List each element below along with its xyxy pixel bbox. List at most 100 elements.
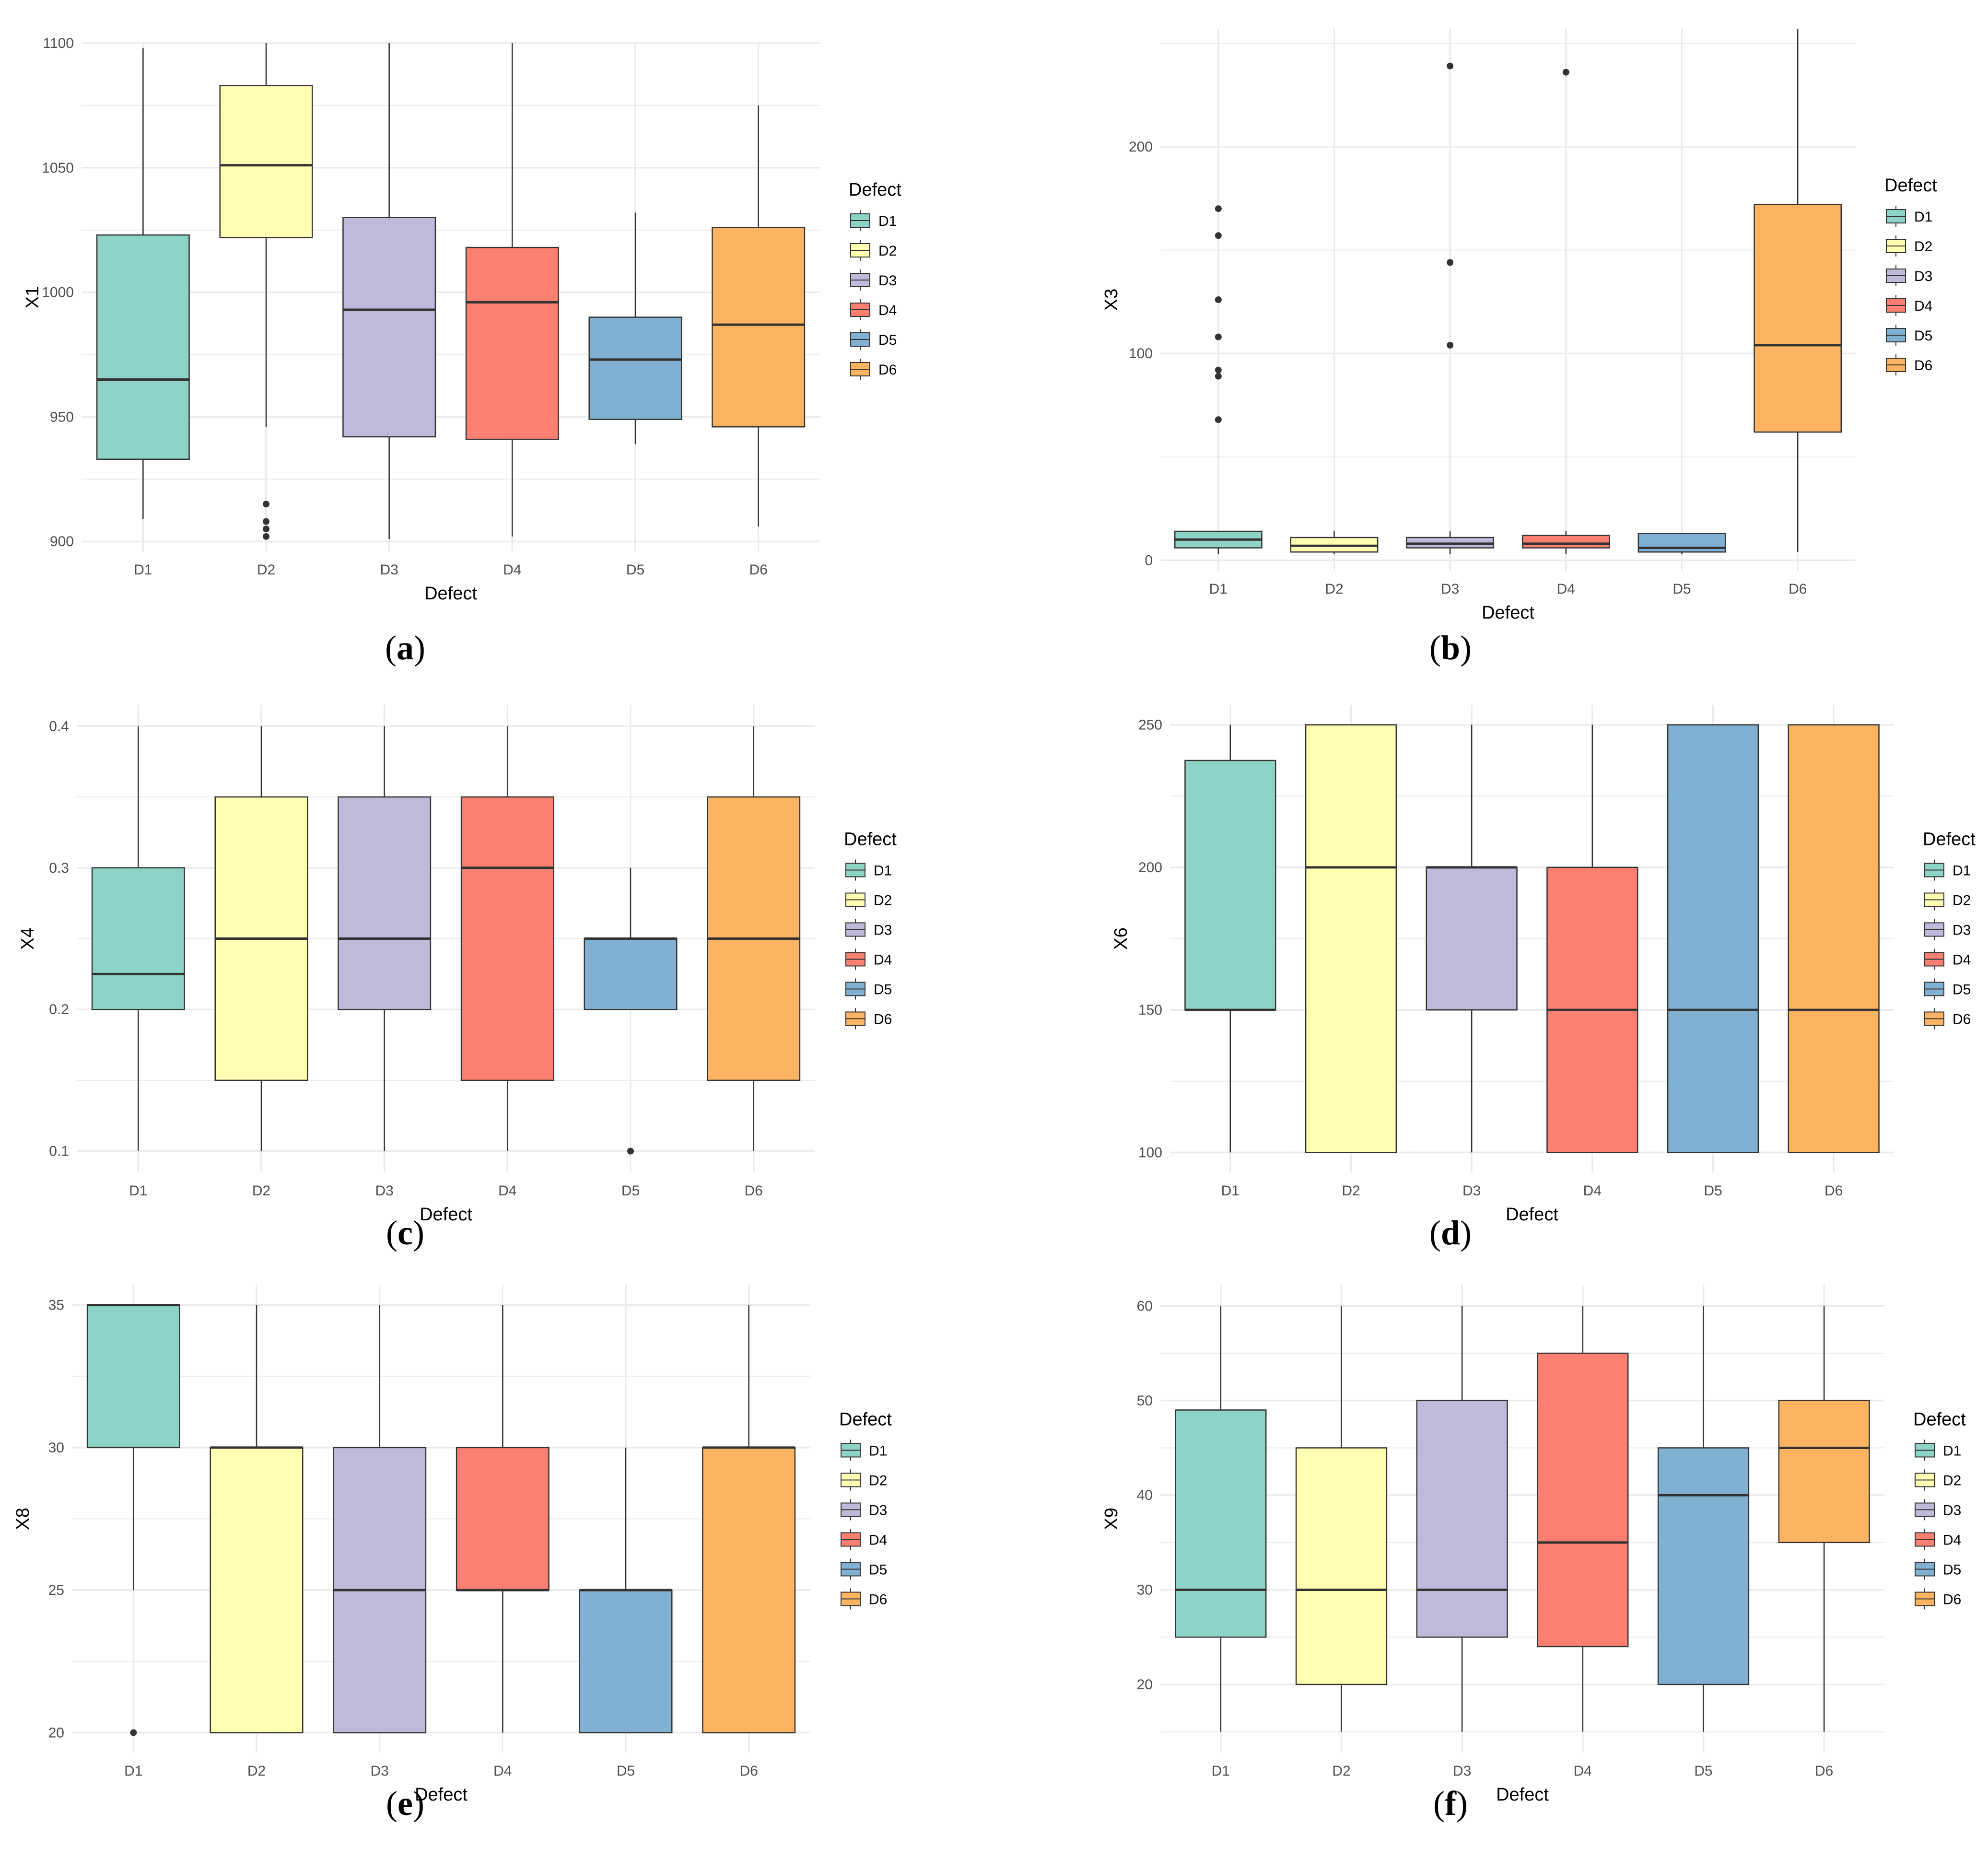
x-tick-label: D2 bbox=[1342, 1183, 1360, 1199]
legend-label: D2 bbox=[1943, 1473, 1961, 1489]
x-tick-label: D4 bbox=[1557, 581, 1575, 597]
legend-label: D3 bbox=[878, 273, 897, 289]
x-tick-label: D1 bbox=[1209, 581, 1228, 597]
legend-label: D4 bbox=[869, 1532, 887, 1548]
box-d3 bbox=[1426, 725, 1518, 1153]
x-tick-label: D4 bbox=[498, 1183, 516, 1199]
box-d2 bbox=[214, 726, 308, 1151]
box-body bbox=[1416, 1400, 1508, 1638]
box-body bbox=[1657, 1447, 1750, 1685]
legend-label: D2 bbox=[1914, 239, 1932, 255]
x-axis-ticks: D1 D2 D3 D4 D5 D6 bbox=[1212, 1763, 1834, 1779]
box-d1 bbox=[86, 1304, 180, 1736]
legend-label: D6 bbox=[878, 362, 897, 378]
box-d3 bbox=[1406, 62, 1495, 554]
y-tick-label: 35 bbox=[48, 1298, 64, 1313]
y-axis-ticks: 900 950 1000 1050 1100 bbox=[42, 35, 74, 550]
x-tick-label: D5 bbox=[1694, 1763, 1712, 1779]
y-tick-label: 950 bbox=[50, 409, 74, 425]
box-d4 bbox=[1521, 69, 1610, 554]
legend-item-d2: D2 bbox=[1924, 889, 1971, 911]
box-body bbox=[1305, 724, 1397, 1153]
x-tick-label: D3 bbox=[1453, 1763, 1471, 1779]
x-tick-label: D4 bbox=[1574, 1763, 1592, 1779]
legend-item-d3: D3 bbox=[1915, 1499, 1961, 1521]
chart-svg: 900 950 1000 1050 1100 D1 D2 D3 D4 D5 D6 Defect X1 De… bbox=[23, 35, 901, 604]
legend: Defect D1 D2 D3 D4 D5 D6 bbox=[839, 1410, 892, 1610]
legend-label: D1 bbox=[1953, 863, 1971, 879]
outlier-point bbox=[1215, 232, 1222, 239]
y-tick-label: 0.2 bbox=[49, 1002, 69, 1018]
legend: Defect D1 D2 D3 D4 D5 D6 bbox=[1884, 175, 1937, 375]
legend-item-d2: D2 bbox=[1886, 235, 1932, 257]
x-tick-label: D1 bbox=[129, 1183, 147, 1199]
x-tick-label: D6 bbox=[744, 1183, 762, 1199]
x-tick-label: D2 bbox=[252, 1183, 270, 1199]
box-body bbox=[210, 1447, 304, 1733]
x-tick-label: D2 bbox=[1332, 1763, 1350, 1779]
x-tick-label: D1 bbox=[1212, 1763, 1230, 1779]
caption-d: (d) bbox=[1429, 1214, 1472, 1252]
box-body bbox=[1426, 866, 1518, 1011]
y-axis-title: X8 bbox=[13, 1508, 33, 1530]
panel-c: 0.1 0.2 0.3 0.4 D1 D2 D3 D4 D5 D6 Defect X4 Defect D1… bbox=[0, 695, 993, 1252]
legend-item-d5: D5 bbox=[1886, 325, 1932, 346]
box-body bbox=[1637, 533, 1726, 553]
outlier-point bbox=[263, 501, 269, 508]
legend-item-d3: D3 bbox=[1886, 265, 1932, 286]
x-tick-label: D3 bbox=[1462, 1183, 1481, 1199]
legend-title: Defect bbox=[1913, 1410, 1966, 1430]
y-axis-title: X4 bbox=[18, 927, 38, 949]
box-body bbox=[1788, 724, 1880, 1153]
x-axis-title: Defect bbox=[1482, 603, 1534, 623]
x-tick-label: D2 bbox=[257, 562, 275, 578]
y-tick-label: 30 bbox=[1137, 1582, 1153, 1598]
legend-item-d2: D2 bbox=[841, 1469, 887, 1491]
boxes bbox=[91, 726, 801, 1155]
x-axis-ticks: D1 D2 D3 D4 D5 D6 bbox=[129, 1183, 763, 1199]
y-axis-ticks: 0 100 200 bbox=[1129, 139, 1153, 569]
chart-svg: 0.1 0.2 0.3 0.4 D1 D2 D3 D4 D5 D6 Defect X4 Defect D1… bbox=[18, 705, 897, 1225]
box-body bbox=[712, 227, 806, 428]
legend-title: Defect bbox=[844, 830, 897, 850]
legend-item-d2: D2 bbox=[850, 240, 897, 261]
legend-item-d6: D6 bbox=[845, 1008, 892, 1029]
y-tick-label: 0.3 bbox=[49, 860, 69, 876]
y-tick-label: 20 bbox=[48, 1725, 64, 1741]
boxes bbox=[1175, 1306, 1870, 1732]
x-axis-title: Defect bbox=[1506, 1205, 1558, 1225]
legend-label: D3 bbox=[874, 923, 892, 938]
legend-item-d6: D6 bbox=[1924, 1008, 1971, 1029]
x-tick-label: D5 bbox=[621, 1183, 640, 1199]
outlier-point bbox=[263, 526, 269, 533]
box-body bbox=[1521, 535, 1610, 549]
box-d1 bbox=[1184, 725, 1276, 1153]
box-d2 bbox=[219, 43, 313, 540]
box-d1 bbox=[91, 726, 185, 1151]
x-tick-label: D4 bbox=[1583, 1183, 1602, 1199]
box-d6 bbox=[1778, 1306, 1870, 1732]
box-body bbox=[465, 246, 559, 440]
outlier-point bbox=[263, 518, 269, 525]
box-d5 bbox=[579, 1447, 673, 1733]
y-tick-label: 30 bbox=[48, 1440, 64, 1456]
legend-item-d4: D4 bbox=[841, 1529, 887, 1550]
box-d6 bbox=[707, 726, 801, 1151]
y-tick-label: 0.4 bbox=[49, 718, 69, 734]
y-tick-label: 150 bbox=[1138, 1002, 1162, 1018]
box-body bbox=[1175, 1409, 1267, 1638]
y-axis-title: X9 bbox=[1101, 1508, 1122, 1530]
legend-label: D4 bbox=[874, 952, 892, 968]
x-tick-label: D5 bbox=[617, 1763, 635, 1779]
legend-label: D1 bbox=[1914, 209, 1932, 225]
box-body bbox=[1778, 1400, 1870, 1544]
x-tick-label: D3 bbox=[370, 1763, 388, 1779]
legend-item-d6: D6 bbox=[1886, 354, 1932, 375]
legend-item-d4: D4 bbox=[845, 948, 892, 970]
legend-title: Defect bbox=[1923, 830, 1976, 850]
box-d4 bbox=[1537, 1306, 1629, 1732]
grid bbox=[72, 1285, 810, 1753]
box-d5 bbox=[1657, 1306, 1750, 1732]
grid bbox=[77, 705, 815, 1172]
